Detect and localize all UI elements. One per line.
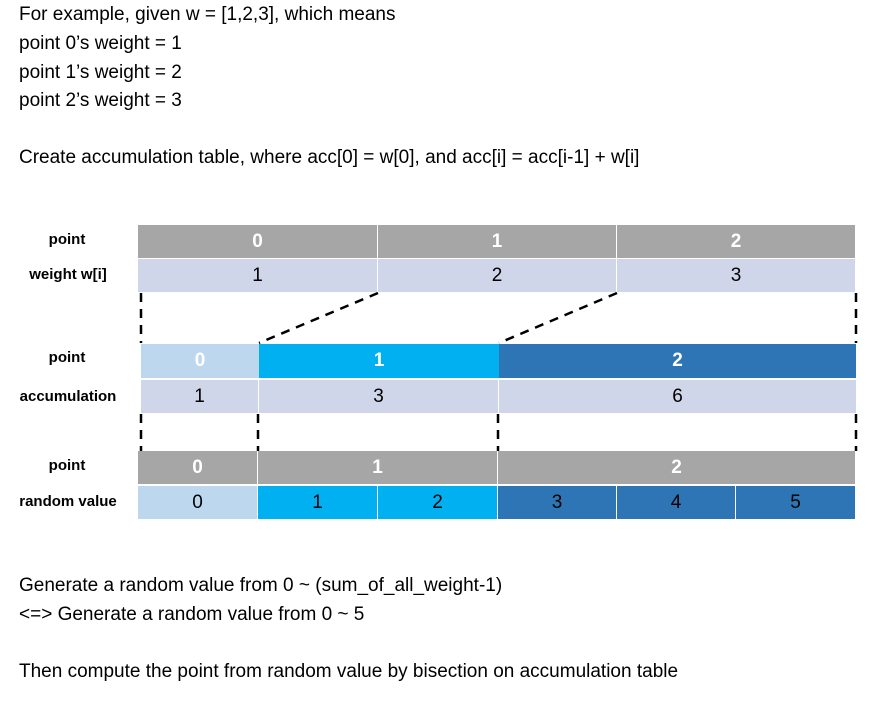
table2-acc-label: accumulation [19, 388, 117, 405]
table3-point-label: point [48, 457, 86, 474]
table2-point-2: 2 [499, 344, 856, 378]
table3-point-1: 1 [258, 451, 498, 484]
table2-acc-1: 3 [259, 380, 499, 413]
table2-point-label: point [48, 349, 86, 366]
outro-line-1: Generate a random value from 0 ~ (sum_of… [19, 575, 503, 596]
table3-value-4: 4 [617, 486, 736, 519]
intro-line-5: Create accumulation table, where acc[0] … [19, 147, 640, 168]
intro-line-2: point 0’s weight = 1 [19, 33, 182, 54]
table3-value-2: 2 [378, 486, 498, 519]
table3-value-5: 5 [736, 486, 855, 519]
table2-point-1: 1 [259, 344, 499, 378]
outro-line-3: Then compute the point from random value… [19, 661, 679, 682]
table1-point-1: 1 [378, 225, 617, 258]
table1-weight-2: 3 [617, 259, 855, 292]
intro-line-3: point 1’s weight = 2 [19, 62, 182, 83]
table3-value-1: 1 [258, 486, 378, 519]
dash-slant-0-1 [258, 291, 379, 345]
table1-weight-1: 2 [378, 259, 617, 292]
table1-point-2: 2 [617, 225, 855, 258]
table1-point-0: 0 [138, 225, 378, 258]
table3-random-label: random value [19, 493, 117, 510]
table3-value-0: 0 [138, 486, 258, 519]
table2-acc-2: 6 [499, 380, 856, 413]
table1-weight-label: weight w[i] [29, 266, 107, 283]
intro-line-1: For example, given w = [1,2,3], which me… [19, 4, 396, 25]
table1-weight-0: 1 [138, 259, 378, 292]
table1-point-label: point [48, 231, 86, 248]
table2-acc-0: 1 [141, 380, 259, 413]
outro-line-2: <=> Generate a random value from 0 ~ 5 [19, 604, 365, 625]
table3-value-3: 3 [498, 486, 617, 519]
table3-point-2: 2 [498, 451, 855, 484]
dash-slant-1-2 [498, 291, 618, 345]
table2-point-0: 0 [141, 344, 259, 378]
table3-point-0: 0 [138, 451, 258, 484]
intro-line-4: point 2’s weight = 3 [19, 90, 182, 111]
